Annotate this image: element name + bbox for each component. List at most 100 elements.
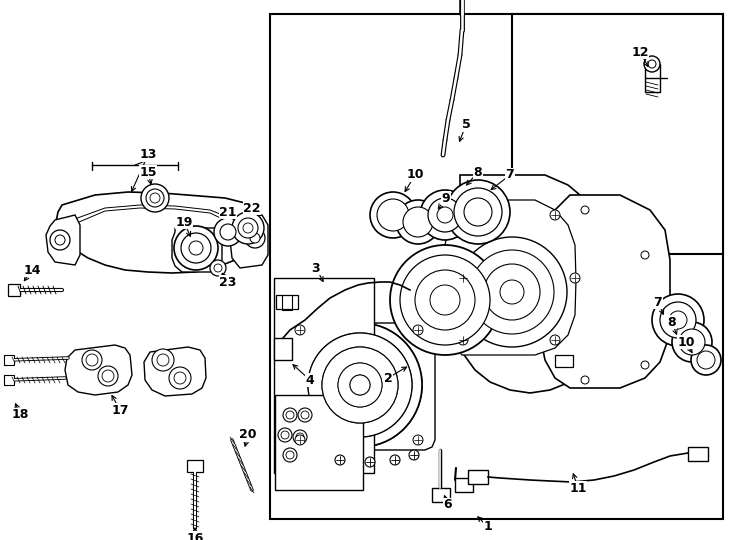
Circle shape [409, 450, 419, 460]
Circle shape [174, 372, 186, 384]
Circle shape [232, 212, 264, 244]
Circle shape [245, 228, 265, 248]
Text: 1: 1 [484, 521, 493, 534]
Polygon shape [443, 200, 576, 355]
Text: 23: 23 [219, 275, 236, 288]
Circle shape [570, 273, 580, 283]
Circle shape [82, 350, 102, 370]
Circle shape [298, 323, 422, 447]
Text: 15: 15 [139, 165, 157, 179]
Circle shape [500, 280, 524, 304]
Circle shape [86, 354, 98, 366]
Circle shape [214, 264, 222, 272]
Circle shape [322, 347, 398, 423]
Text: 7: 7 [653, 295, 662, 308]
Circle shape [669, 311, 687, 329]
Polygon shape [46, 215, 80, 265]
Text: 19: 19 [175, 215, 193, 228]
Circle shape [458, 210, 468, 220]
Circle shape [243, 223, 253, 233]
Circle shape [55, 235, 65, 245]
Bar [276, 295, 298, 309]
Circle shape [446, 180, 510, 244]
Circle shape [150, 193, 160, 203]
Circle shape [390, 245, 500, 355]
Circle shape [390, 455, 400, 465]
Circle shape [430, 285, 460, 315]
Circle shape [377, 199, 409, 231]
Text: 13: 13 [139, 148, 156, 161]
Circle shape [433, 272, 473, 312]
Circle shape [298, 408, 312, 422]
Circle shape [550, 210, 560, 220]
Polygon shape [56, 192, 258, 273]
Circle shape [308, 333, 412, 437]
Polygon shape [65, 345, 132, 395]
Circle shape [338, 363, 382, 407]
Circle shape [152, 349, 174, 371]
Bar [468, 470, 488, 484]
Circle shape [141, 184, 169, 212]
Circle shape [691, 345, 721, 375]
Circle shape [641, 251, 649, 259]
Text: 22: 22 [243, 201, 261, 214]
Circle shape [457, 237, 567, 347]
Circle shape [169, 367, 191, 389]
Circle shape [415, 270, 475, 330]
Bar [274, 338, 292, 360]
Text: 17: 17 [112, 403, 128, 416]
Circle shape [295, 435, 305, 445]
Text: 14: 14 [23, 264, 41, 276]
Circle shape [420, 190, 470, 240]
Bar [270, 14, 723, 519]
Bar [555, 355, 573, 367]
Polygon shape [453, 175, 610, 393]
Circle shape [335, 455, 345, 465]
Polygon shape [230, 215, 268, 268]
Bar [187, 460, 203, 472]
Polygon shape [538, 195, 670, 388]
Circle shape [550, 335, 560, 345]
Circle shape [181, 233, 211, 263]
Circle shape [301, 411, 309, 419]
Circle shape [283, 448, 297, 462]
Text: 11: 11 [570, 482, 586, 495]
Text: 3: 3 [312, 261, 320, 274]
Circle shape [250, 233, 260, 243]
Circle shape [278, 428, 292, 442]
Circle shape [365, 457, 375, 467]
Circle shape [400, 255, 490, 345]
Circle shape [648, 60, 656, 68]
Circle shape [322, 347, 398, 423]
Bar [275, 395, 363, 490]
Polygon shape [172, 228, 222, 272]
Bar [274, 278, 374, 473]
Text: 2: 2 [384, 372, 393, 384]
Polygon shape [144, 347, 206, 396]
Circle shape [189, 241, 203, 255]
Text: 21: 21 [219, 206, 237, 219]
Text: 18: 18 [11, 408, 29, 422]
Text: 8: 8 [473, 165, 482, 179]
Text: 12: 12 [631, 45, 649, 58]
Circle shape [210, 260, 226, 276]
Circle shape [403, 207, 433, 237]
Circle shape [454, 188, 502, 236]
Circle shape [458, 273, 468, 283]
Circle shape [295, 325, 305, 335]
Circle shape [679, 329, 705, 355]
Polygon shape [289, 323, 435, 450]
Circle shape [98, 366, 118, 386]
Bar [4, 355, 14, 365]
Circle shape [697, 351, 715, 369]
Circle shape [370, 192, 416, 238]
Circle shape [298, 323, 422, 447]
Circle shape [672, 322, 712, 362]
Circle shape [660, 302, 696, 338]
Circle shape [220, 224, 236, 240]
Circle shape [641, 361, 649, 369]
Circle shape [102, 370, 114, 382]
Circle shape [464, 198, 492, 226]
Circle shape [413, 325, 423, 335]
Bar [512, 14, 723, 254]
